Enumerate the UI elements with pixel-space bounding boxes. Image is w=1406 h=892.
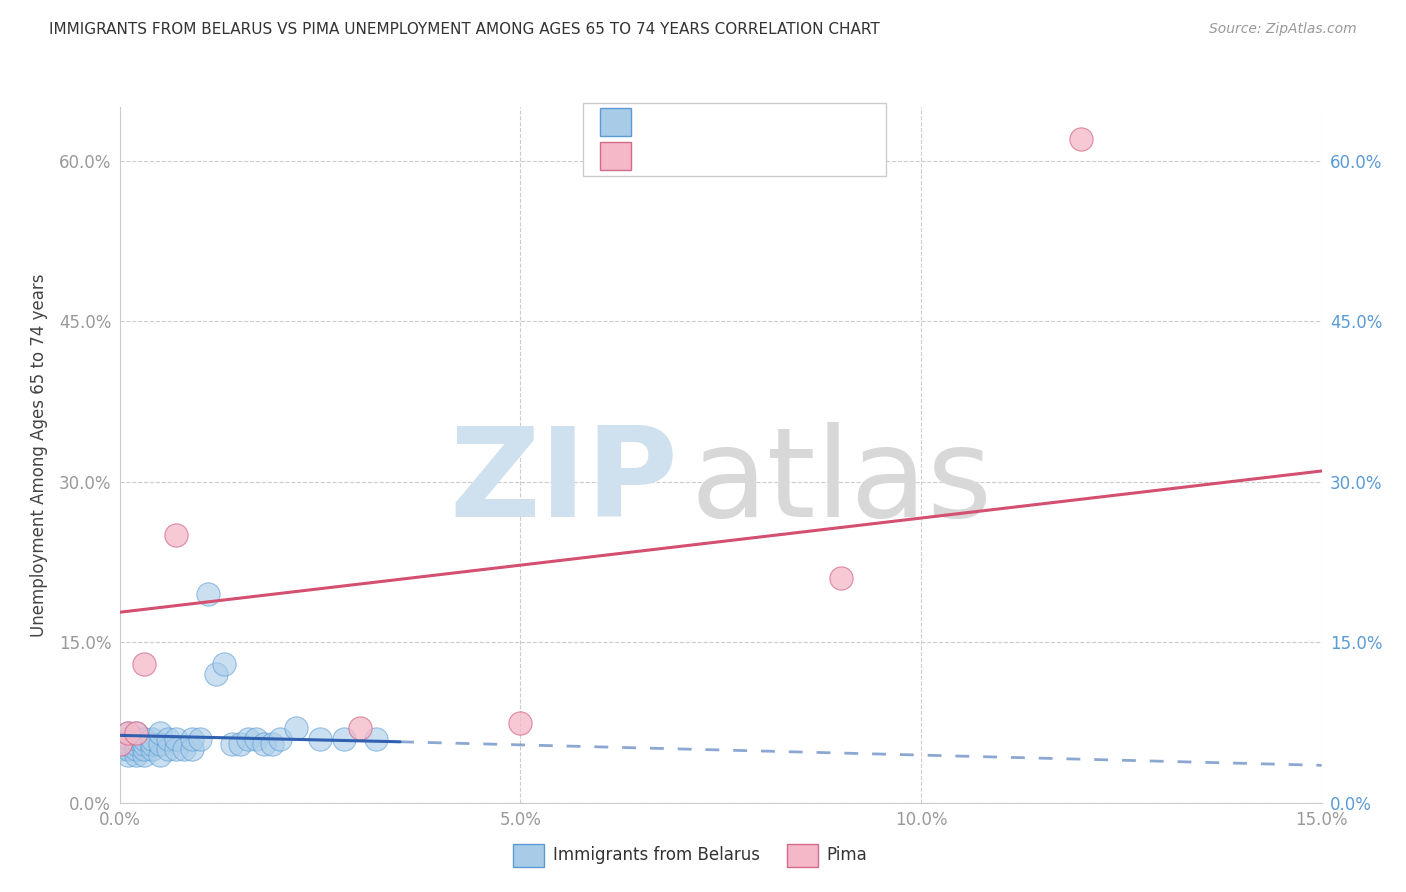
Point bbox=[245, 731, 267, 746]
Text: 0.191: 0.191 bbox=[682, 147, 733, 165]
Point bbox=[156, 731, 179, 746]
Point bbox=[165, 731, 187, 746]
Point bbox=[149, 726, 172, 740]
Point bbox=[156, 742, 179, 756]
Point bbox=[333, 731, 356, 746]
Point bbox=[830, 571, 852, 585]
Point bbox=[236, 731, 259, 746]
Text: IMMIGRANTS FROM BELARUS VS PIMA UNEMPLOYMENT AMONG AGES 65 TO 74 YEARS CORRELATI: IMMIGRANTS FROM BELARUS VS PIMA UNEMPLOY… bbox=[49, 22, 880, 37]
Point bbox=[141, 737, 163, 751]
Point bbox=[117, 731, 139, 746]
Point bbox=[108, 737, 131, 751]
Point bbox=[180, 731, 202, 746]
Text: -0.132: -0.132 bbox=[682, 113, 740, 131]
Point bbox=[509, 715, 531, 730]
Point bbox=[149, 747, 172, 762]
Text: R =: R = bbox=[640, 147, 679, 165]
Text: atlas: atlas bbox=[690, 422, 993, 543]
Point bbox=[108, 742, 131, 756]
Point bbox=[269, 731, 291, 746]
Point bbox=[124, 726, 146, 740]
Text: ZIP: ZIP bbox=[450, 422, 679, 543]
Point bbox=[165, 742, 187, 756]
Text: 45: 45 bbox=[797, 113, 820, 131]
Point bbox=[180, 742, 202, 756]
Point bbox=[132, 747, 155, 762]
Y-axis label: Unemployment Among Ages 65 to 74 years: Unemployment Among Ages 65 to 74 years bbox=[30, 273, 48, 637]
Point bbox=[284, 721, 307, 735]
Point bbox=[260, 737, 283, 751]
Text: R =: R = bbox=[640, 113, 679, 131]
Point bbox=[349, 721, 371, 735]
Point bbox=[364, 731, 387, 746]
Point bbox=[117, 742, 139, 756]
Point bbox=[309, 731, 332, 746]
Point bbox=[117, 747, 139, 762]
Point bbox=[149, 737, 172, 751]
Text: Immigrants from Belarus: Immigrants from Belarus bbox=[553, 846, 759, 863]
Point bbox=[132, 731, 155, 746]
Text: N =: N = bbox=[755, 147, 794, 165]
Point bbox=[124, 742, 146, 756]
Point bbox=[221, 737, 243, 751]
Point bbox=[188, 731, 211, 746]
Text: Pima: Pima bbox=[827, 846, 868, 863]
Text: 9: 9 bbox=[797, 147, 808, 165]
Point bbox=[141, 731, 163, 746]
Point bbox=[165, 528, 187, 542]
Point bbox=[124, 737, 146, 751]
Point bbox=[108, 737, 131, 751]
Point bbox=[124, 731, 146, 746]
Point bbox=[124, 726, 146, 740]
Point bbox=[132, 737, 155, 751]
Point bbox=[117, 726, 139, 740]
Point bbox=[117, 726, 139, 740]
Point bbox=[204, 667, 226, 681]
Point bbox=[132, 657, 155, 671]
Point bbox=[141, 742, 163, 756]
Point bbox=[1070, 132, 1092, 146]
Point bbox=[132, 742, 155, 756]
Point bbox=[173, 742, 195, 756]
Text: Source: ZipAtlas.com: Source: ZipAtlas.com bbox=[1209, 22, 1357, 37]
Point bbox=[117, 737, 139, 751]
Text: N =: N = bbox=[755, 113, 794, 131]
Point bbox=[124, 747, 146, 762]
Point bbox=[228, 737, 252, 751]
Point bbox=[197, 587, 219, 601]
Point bbox=[253, 737, 276, 751]
Point bbox=[212, 657, 235, 671]
